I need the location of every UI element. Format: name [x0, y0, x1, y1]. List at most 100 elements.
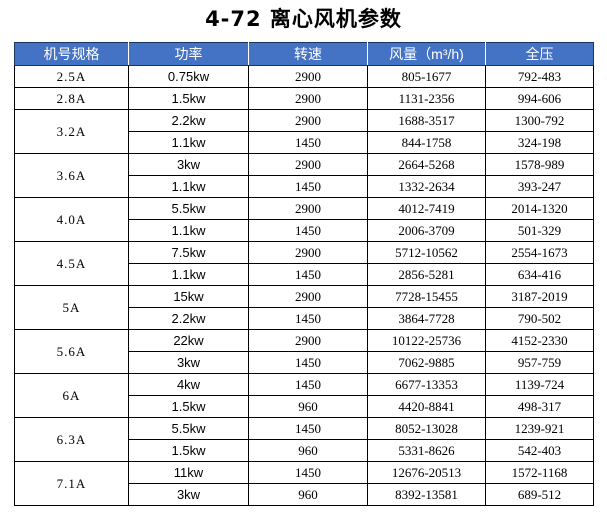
cell-speed: 1450 — [248, 263, 368, 286]
cell-speed: 2900 — [248, 329, 368, 352]
cell-power: 1.5kw — [128, 87, 249, 110]
cell-spec: 6.3A — [14, 417, 129, 462]
cell-pressure: 634-416 — [485, 263, 594, 286]
cell-power: 2.2kw — [128, 109, 249, 132]
cell-power: 1.1kw — [128, 263, 249, 286]
cell-airflow: 844-1758 — [367, 131, 486, 154]
cell-pressure: 790-502 — [485, 307, 594, 330]
cell-spec: 4.5A — [14, 241, 129, 286]
table-row: 7.1A 11kw 1450 12676-20513 1572-1168 — [14, 461, 594, 506]
cell-airflow: 4420-8841 — [367, 395, 486, 418]
table-row: 5.6A 22kw 2900 10122-25736 4152-2330 — [14, 329, 594, 374]
cell-spec: 2.8A — [14, 87, 129, 110]
cell-power: 1.1kw — [128, 131, 249, 154]
cell-speed: 960 — [248, 439, 368, 462]
cell-speed: 1450 — [248, 351, 368, 374]
cell-pressure: 792-483 — [485, 65, 594, 88]
cell-spec: 6A — [14, 373, 129, 418]
cell-power: 5.5kw — [128, 197, 249, 220]
cell-speed: 960 — [248, 483, 368, 506]
cell-pressure: 689-512 — [485, 483, 594, 506]
cell-airflow: 4012-7419 — [367, 197, 486, 220]
cell-airflow: 3864-7728 — [367, 307, 486, 330]
cell-pressure: 1300-792 — [485, 109, 594, 132]
cell-spec: 7.1A — [14, 461, 129, 506]
cell-spec: 3.6A — [14, 153, 129, 198]
cell-airflow: 5331-8626 — [367, 439, 486, 462]
table-row: 5A 15kw 2900 7728-15455 3187-2019 — [14, 285, 594, 330]
cell-airflow: 2664-5268 — [367, 153, 486, 176]
cell-speed: 2900 — [248, 197, 368, 220]
cell-pressure: 1578-989 — [485, 153, 594, 176]
cell-power: 3kw — [128, 153, 249, 176]
table-header-row: 机号规格 功率 转速 风量（m³/h) 全压 — [14, 42, 594, 66]
cell-speed: 2900 — [248, 285, 368, 308]
table-row: 4.5A 7.5kw 2900 5712-10562 2554-1673 — [14, 241, 594, 286]
fan-parameters-table: 机号规格 功率 转速 风量（m³/h) 全压 2.5A 0.75kw 2900 805-167… — [14, 42, 594, 506]
column-header-airflow: 风量（m³/h) — [367, 42, 486, 66]
cell-pressure: 1139-724 — [485, 373, 594, 396]
cell-spec: 3.2A — [14, 109, 129, 154]
cell-pressure: 498-317 — [485, 395, 594, 418]
cell-pressure: 501-329 — [485, 219, 594, 242]
cell-spec: 5.6A — [14, 329, 129, 374]
cell-spec: 5A — [14, 285, 129, 330]
cell-power: 11kw — [128, 461, 249, 484]
cell-power: 15kw — [128, 285, 249, 308]
table-row: 1.5kw 960 5331-8626 542-403 — [15, 439, 594, 462]
cell-pressure: 324-198 — [485, 131, 594, 154]
cell-speed: 1450 — [248, 373, 368, 396]
page-title: 4-72 离心风机参数 — [205, 7, 402, 31]
cell-power: 1.1kw — [128, 219, 249, 242]
cell-airflow: 8392-13581 — [367, 483, 486, 506]
cell-power: 22kw — [128, 329, 249, 352]
cell-power: 5.5kw — [128, 417, 249, 440]
table-row: 6.3A 5.5kw 1450 8052-13028 1239-921 — [14, 417, 594, 462]
table-row: 2.5A 0.75kw 2900 805-1677 792-483 — [14, 65, 594, 88]
column-header-spec: 机号规格 — [14, 42, 129, 66]
cell-speed: 1450 — [248, 461, 368, 484]
cell-power: 3kw — [128, 351, 249, 374]
cell-airflow: 7728-15455 — [367, 285, 486, 308]
cell-power: 1.5kw — [128, 439, 249, 462]
table-row: 3kw 1450 7062-9885 957-759 — [15, 351, 594, 374]
cell-pressure: 2014-1320 — [485, 197, 594, 220]
cell-power: 7.5kw — [128, 241, 249, 264]
cell-speed: 2900 — [248, 241, 368, 264]
cell-spec: 4.0A — [14, 197, 129, 242]
column-header-speed: 转速 — [248, 42, 368, 66]
cell-pressure: 3187-2019 — [485, 285, 594, 308]
column-header-pressure: 全压 — [485, 42, 594, 66]
table-row: 1.1kw 1450 844-1758 324-198 — [15, 131, 594, 154]
column-header-power: 功率 — [128, 42, 249, 66]
cell-speed: 2900 — [248, 109, 368, 132]
cell-power: 0.75kw — [128, 65, 249, 88]
cell-speed: 2900 — [248, 65, 368, 88]
table-row: 1.1kw 1450 2006-3709 501-329 — [15, 219, 594, 242]
table-row: 1.5kw 960 4420-8841 498-317 — [15, 395, 594, 418]
cell-airflow: 6677-13353 — [367, 373, 486, 396]
cell-pressure: 1572-1168 — [485, 461, 594, 484]
cell-speed: 960 — [248, 395, 368, 418]
cell-power: 1.1kw — [128, 175, 249, 198]
table-row: 3kw 960 8392-13581 689-512 — [15, 483, 594, 506]
cell-airflow: 10122-25736 — [367, 329, 486, 352]
cell-airflow: 2006-3709 — [367, 219, 486, 242]
table-row: 6A 4kw 1450 6677-13353 1139-724 — [14, 373, 594, 418]
cell-airflow: 1131-2356 — [367, 87, 486, 110]
table-row: 3.6A 3kw 2900 2664-5268 1578-989 — [14, 153, 594, 198]
cell-pressure: 4152-2330 — [485, 329, 594, 352]
cell-speed: 1450 — [248, 417, 368, 440]
cell-speed: 1450 — [248, 307, 368, 330]
cell-airflow: 1332-2634 — [367, 175, 486, 198]
cell-power: 4kw — [128, 373, 249, 396]
cell-speed: 2900 — [248, 153, 368, 176]
cell-spec: 2.5A — [14, 65, 129, 88]
cell-pressure: 994-606 — [485, 87, 594, 110]
table-row: 2.2kw 1450 3864-7728 790-502 — [15, 307, 594, 330]
cell-airflow: 8052-13028 — [367, 417, 486, 440]
cell-airflow: 805-1677 — [367, 65, 486, 88]
cell-speed: 2900 — [248, 87, 368, 110]
cell-pressure: 542-403 — [485, 439, 594, 462]
